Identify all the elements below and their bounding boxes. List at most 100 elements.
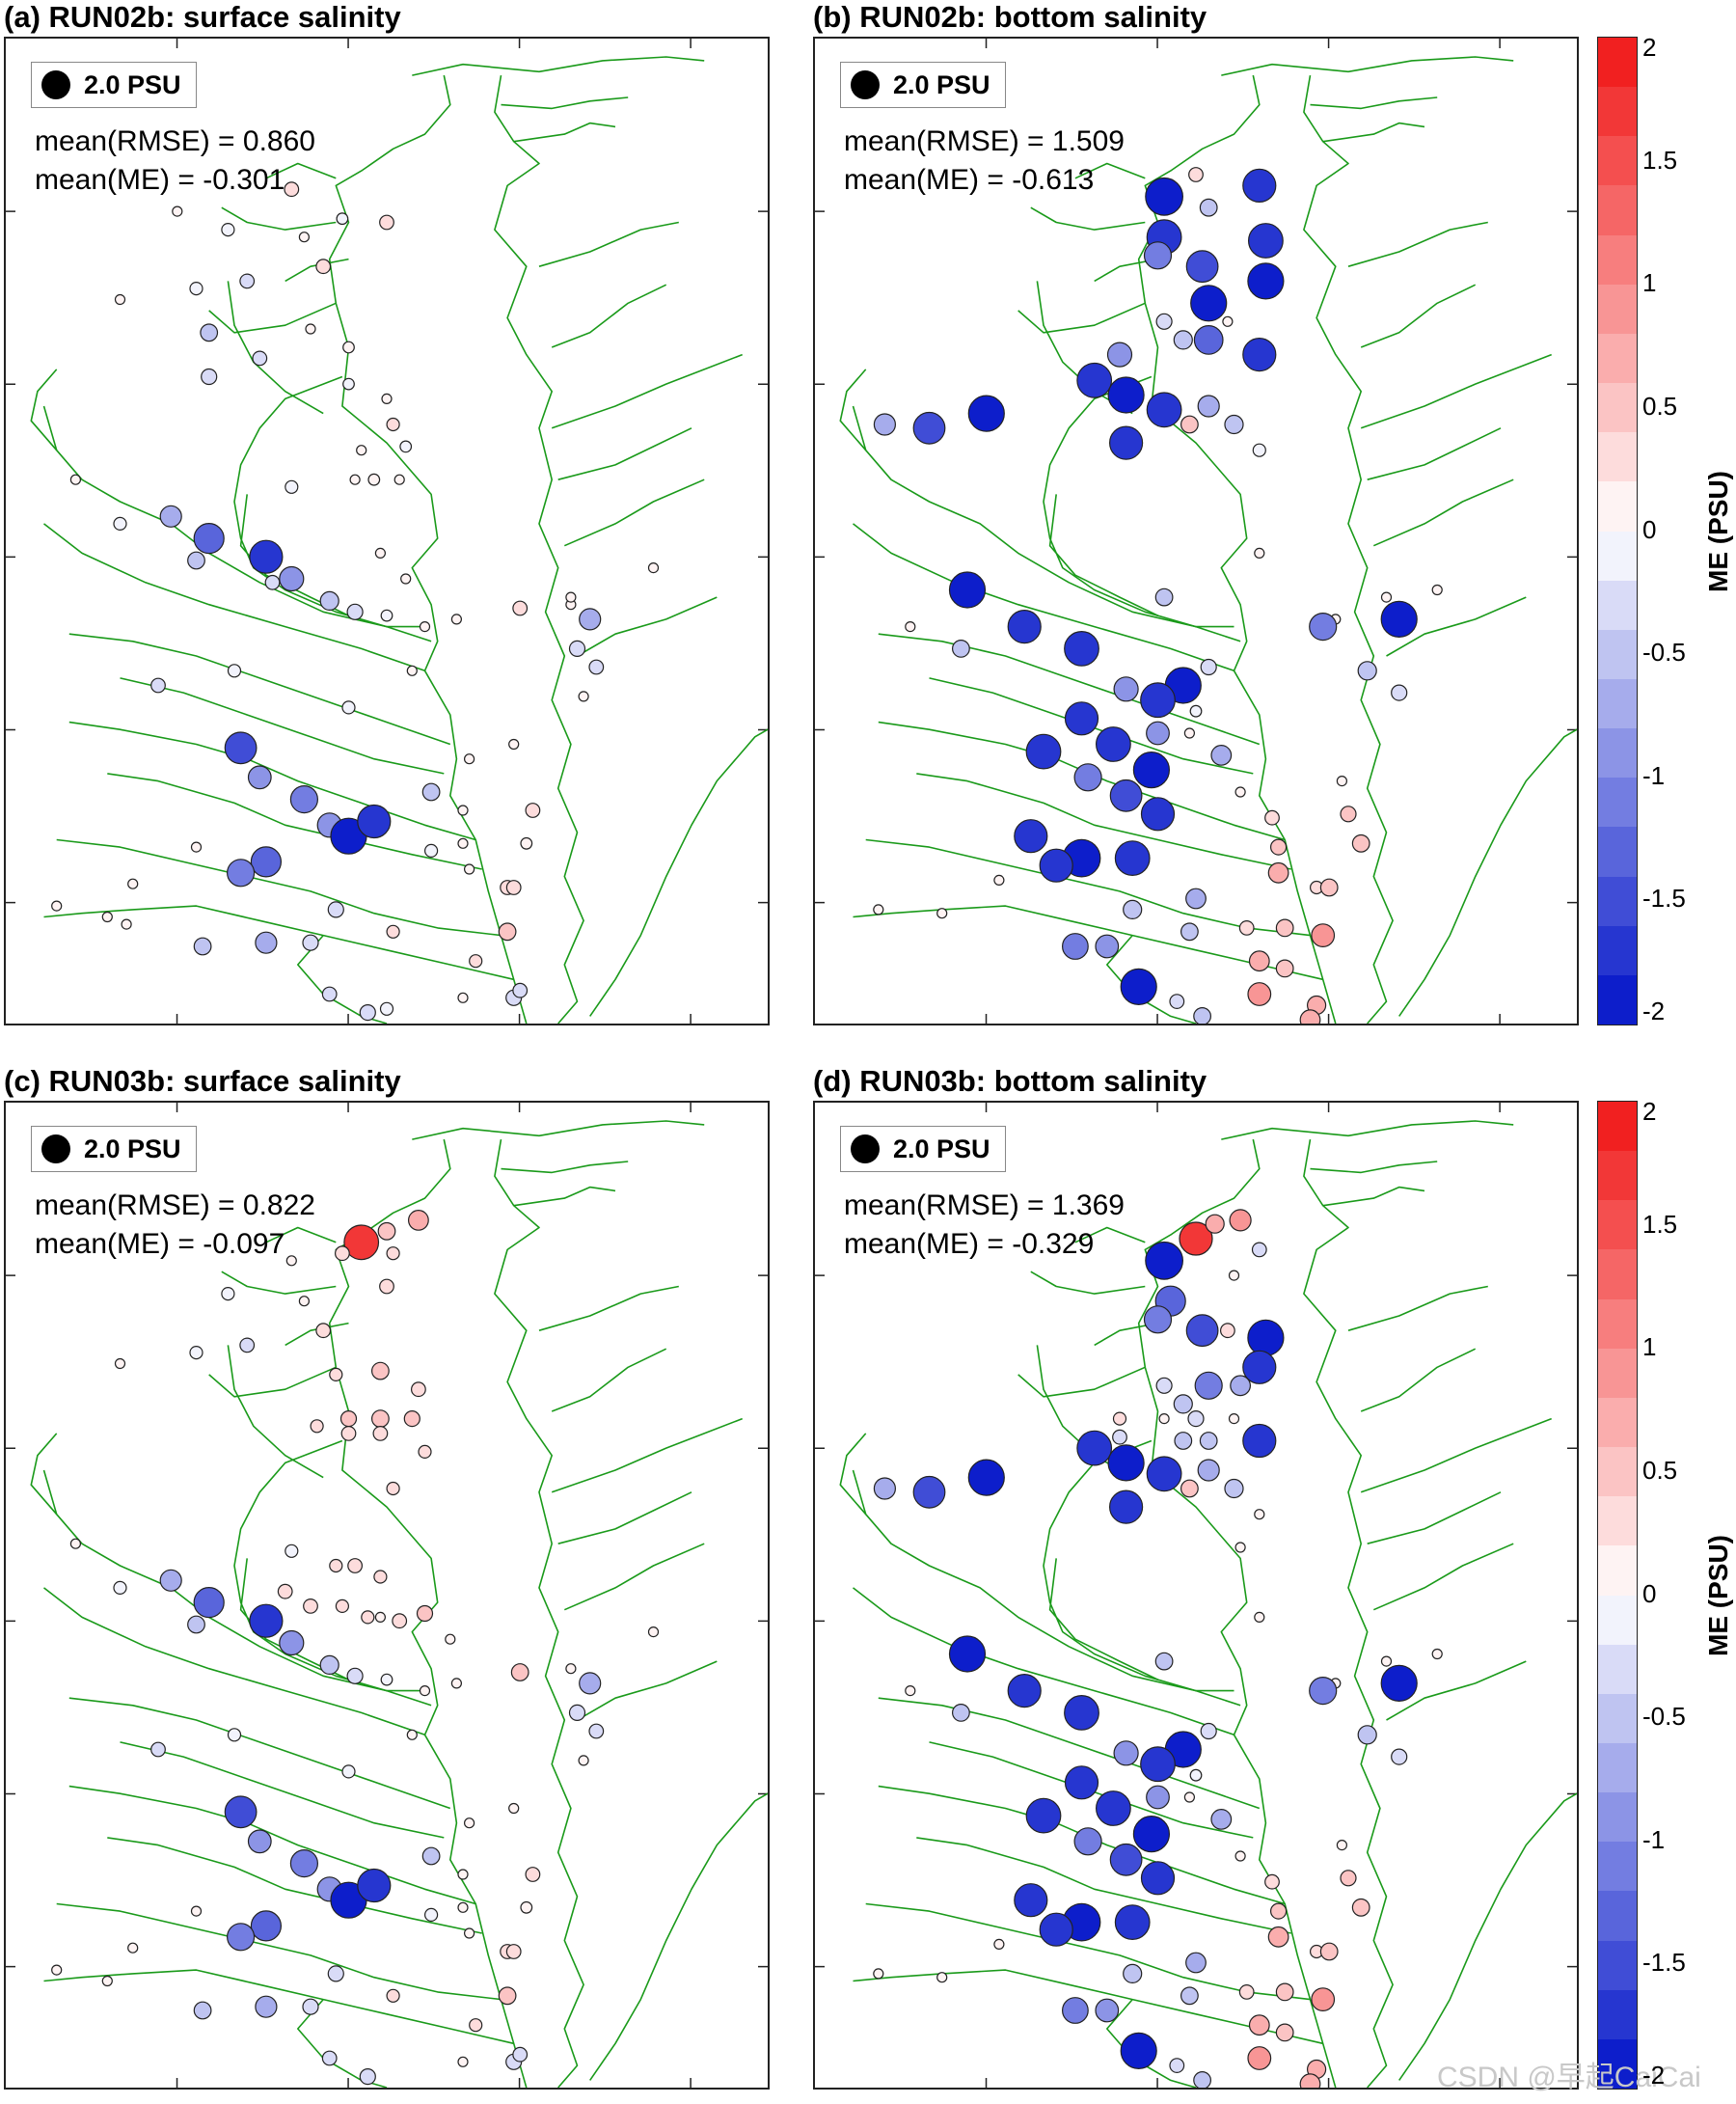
shoreline	[551, 1417, 743, 1493]
colorbar-tick-label: -0.5	[1642, 638, 1686, 668]
station-marker	[1254, 547, 1265, 560]
shoreline	[1322, 122, 1425, 143]
station-marker	[1351, 833, 1370, 853]
station-marker	[367, 473, 381, 486]
colorbar-segment	[1598, 1742, 1637, 1794]
colorbar-segment	[1598, 87, 1637, 138]
shoreline	[577, 1660, 718, 1721]
map-axis-ticks	[6, 1103, 768, 2088]
station-marker	[346, 603, 364, 620]
shoreline	[563, 1543, 705, 1611]
station-marker	[1380, 1655, 1393, 1667]
station-marker	[873, 904, 884, 915]
station-marker	[1180, 1986, 1199, 2006]
station-marker	[1185, 888, 1207, 910]
shoreline	[107, 773, 482, 870]
shoreline	[285, 1322, 349, 1347]
shoreline	[1221, 1120, 1514, 1140]
station-marker	[284, 181, 300, 198]
map-axis-ticks	[815, 39, 1577, 1024]
station-marker	[1242, 1423, 1277, 1459]
station-marker	[1309, 612, 1338, 642]
shoreline	[1074, 162, 1146, 179]
station-marker	[1120, 2032, 1157, 2070]
shoreline	[1398, 1792, 1577, 2081]
station-marker	[386, 1481, 400, 1496]
colorbar-segment	[1598, 1940, 1637, 1991]
station-marker	[1146, 392, 1182, 428]
station-marker	[359, 2067, 376, 2086]
panel-c-map	[4, 1101, 770, 2090]
panel-b-size-legend: 2.0 PSU	[840, 62, 1006, 108]
shoreline	[865, 838, 1311, 937]
station-marker	[419, 620, 431, 633]
station-marker	[1062, 933, 1089, 960]
station-marker	[912, 411, 946, 445]
station-marker	[201, 368, 218, 386]
station-marker	[377, 1221, 396, 1241]
station-marker	[255, 1995, 278, 2018]
station-marker	[1132, 751, 1170, 789]
station-marker	[418, 1444, 432, 1459]
station-marker	[993, 874, 1005, 887]
station-marker	[1267, 1926, 1289, 1948]
panel-c-me: mean(ME) = -0.097	[35, 1228, 285, 1260]
shoreline	[538, 1285, 679, 1331]
station-marker	[303, 1598, 318, 1614]
shoreline	[1360, 353, 1552, 429]
station-marker	[951, 1704, 970, 1722]
station-marker	[340, 1426, 357, 1441]
station-marker	[239, 1337, 256, 1353]
station-marker	[1205, 1214, 1225, 1234]
colorbar-segment	[1598, 1891, 1637, 1942]
station-marker	[114, 293, 126, 306]
colorbar-segment	[1598, 136, 1637, 187]
station-marker	[1199, 1432, 1218, 1450]
panel-c-size-legend: 2.0 PSU	[31, 1126, 197, 1172]
station-marker	[1189, 704, 1203, 718]
shoreline	[1310, 96, 1438, 110]
panel-c-map-svg	[6, 1103, 768, 2088]
shoreline	[853, 1969, 1323, 2045]
shoreline	[1094, 258, 1158, 283]
size-legend-dot-icon	[851, 70, 880, 99]
station-marker	[424, 843, 439, 859]
colorbar-segment	[1598, 1989, 1637, 2040]
station-marker	[172, 205, 183, 217]
station-marker	[1228, 1270, 1240, 1281]
station-marker	[1311, 1987, 1336, 2011]
station-marker	[1120, 968, 1157, 1006]
panel-b-map-svg	[815, 39, 1577, 1024]
shoreline	[878, 633, 1261, 746]
colorbar-segment	[1598, 1348, 1637, 1399]
shoreline	[1137, 74, 1337, 1024]
colorbar-tick-label: 1	[1642, 268, 1657, 298]
station-marker	[1431, 584, 1443, 596]
station-marker	[967, 1459, 1005, 1496]
station-marker	[1275, 2023, 1294, 2042]
station-marker	[525, 1867, 541, 1882]
colorbar-tick-label: 1.5	[1642, 1209, 1678, 1239]
station-marker	[302, 1998, 319, 2015]
shoreline	[56, 1902, 502, 2001]
station-marker	[1187, 1410, 1205, 1428]
station-marker	[347, 1558, 364, 1573]
station-marker	[1189, 1768, 1203, 1782]
size-legend-dot-icon	[851, 1134, 880, 1163]
colorbar-segment	[1598, 1545, 1637, 1597]
station-marker	[457, 1901, 469, 1913]
station-marker	[1007, 1673, 1042, 1708]
station-marker	[277, 1583, 293, 1599]
shoreline	[1310, 1161, 1438, 1174]
station-marker	[1143, 1305, 1173, 1334]
station-marker	[1242, 338, 1277, 372]
station-marker	[1123, 1963, 1143, 1984]
station-marker	[1275, 918, 1294, 938]
station-marker	[457, 837, 469, 849]
colorbar-bottom	[1597, 1101, 1638, 2090]
station-marker	[298, 1296, 310, 1307]
shoreline	[501, 1161, 629, 1174]
station-marker	[1179, 1221, 1213, 1256]
station-marker	[450, 1678, 462, 1689]
station-marker	[227, 1923, 256, 1952]
